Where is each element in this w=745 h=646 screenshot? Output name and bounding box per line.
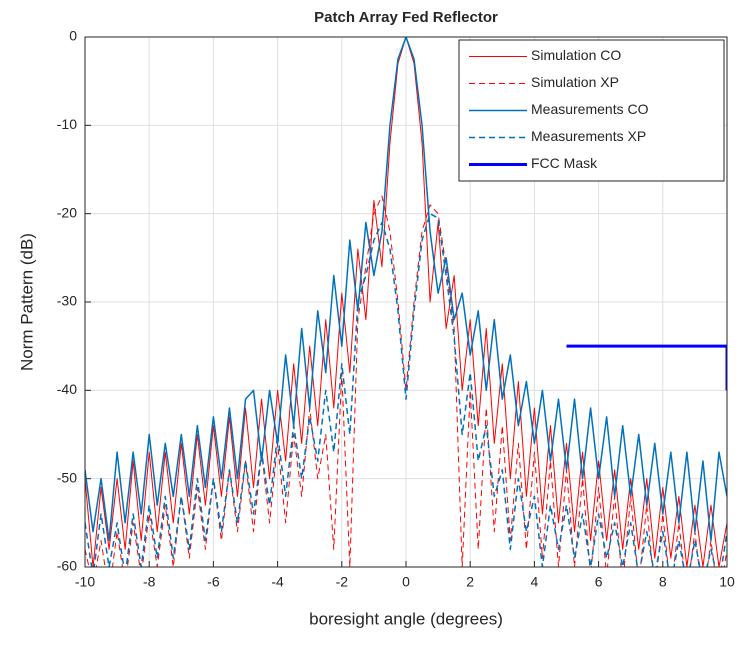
legend-label: Measurements XP [531,128,646,144]
x-tick-label: -10 [75,574,95,590]
chart-title: Patch Array Fed Reflector [314,9,498,26]
legend-label: FCC Mask [531,155,598,171]
y-tick-label: -10 [57,116,77,132]
x-tick-label: -8 [143,574,156,590]
y-tick-label: -50 [57,469,77,485]
axes-box [84,36,728,568]
x-tick-label: 4 [531,574,539,590]
series-line [85,37,727,567]
x-tick-label: -2 [336,574,349,590]
grid: -10 -8 -6 -4 -2 0 2 4 6 8 10-60-50-40-30-20-100 [57,28,735,590]
legend-label: Simulation CO [531,47,621,63]
x-tick-label: -4 [271,574,284,590]
y-tick-label: -40 [57,381,77,397]
legend: Simulation CO Simulation XP Measurements C… [458,39,725,182]
series-line [85,212,727,567]
legend-label: Measurements CO [531,101,649,117]
y-axis-label: Norm Pattern (dB) [17,233,36,371]
y-tick-label: -30 [57,293,77,309]
y-tick-label: -60 [57,558,77,574]
x-tick-label: 6 [595,574,603,590]
series-line [566,344,727,391]
x-axis-label: boresight angle (degrees) [309,609,503,628]
y-tick-label: -20 [57,204,77,220]
x-tick-label: 10 [719,574,735,590]
x-tick-label: 8 [659,574,667,590]
x-tick-label: 0 [402,574,410,590]
x-tick-label: -6 [207,574,220,590]
lines [85,37,727,567]
y-tick-label: 0 [69,28,77,44]
legend-label: Simulation XP [531,74,619,90]
x-tick-label: 2 [466,574,474,590]
series-line [85,37,727,542]
